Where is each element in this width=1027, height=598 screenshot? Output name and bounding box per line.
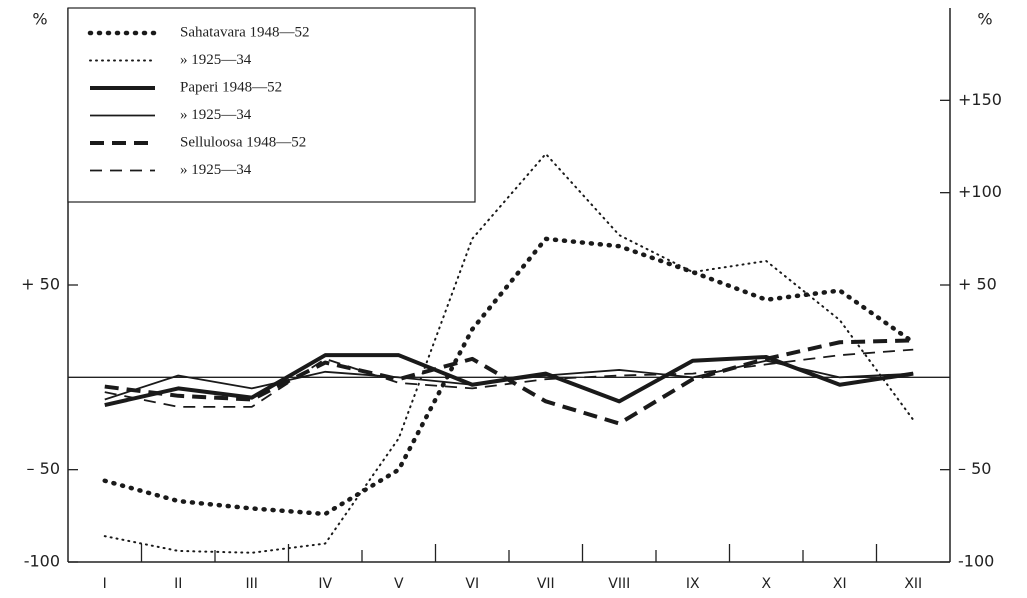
series-line xyxy=(102,236,916,517)
x-tick-label: XI xyxy=(833,576,847,592)
legend-label: Paperi 1948—52 xyxy=(180,79,282,95)
y2-tick-label: + 50 xyxy=(958,275,997,294)
legend-label: Sahatavara 1948—52 xyxy=(180,24,310,40)
y-axis-label: % xyxy=(32,10,47,29)
series-line xyxy=(104,338,914,426)
y2-axis-label: % xyxy=(977,10,992,29)
legend-label: » 1925—34 xyxy=(180,162,252,178)
y2-tick-label: +150 xyxy=(958,90,1002,109)
x-tick-label: VII xyxy=(537,576,555,592)
x-tick-label: VI xyxy=(465,576,479,592)
x-tick-label: I xyxy=(103,576,107,592)
legend-label: » 1925—34 xyxy=(180,52,252,68)
y2-tick-label: +100 xyxy=(958,182,1002,201)
y-tick-label: -100 xyxy=(24,552,60,571)
x-tick-label: X xyxy=(761,576,771,592)
x-tick-label: VIII xyxy=(608,576,630,592)
x-tick-label: IX xyxy=(686,576,700,592)
series-line xyxy=(104,348,914,408)
y-tick-label: + 50 xyxy=(21,275,60,294)
legend-label: » 1925—34 xyxy=(180,107,252,123)
x-tick-label: XII xyxy=(904,576,922,592)
y2-tick-label: – 50 xyxy=(958,459,991,478)
x-tick-label: II xyxy=(174,576,182,592)
x-tick-label: III xyxy=(246,576,258,592)
y-tick-label: – 50 xyxy=(27,459,60,478)
legend-label: Selluloosa 1948—52 xyxy=(180,134,306,150)
series-line xyxy=(103,152,915,554)
y2-tick-label: -100 xyxy=(958,552,994,571)
x-tick-label: IV xyxy=(318,576,332,592)
x-tick-label: V xyxy=(394,576,404,592)
